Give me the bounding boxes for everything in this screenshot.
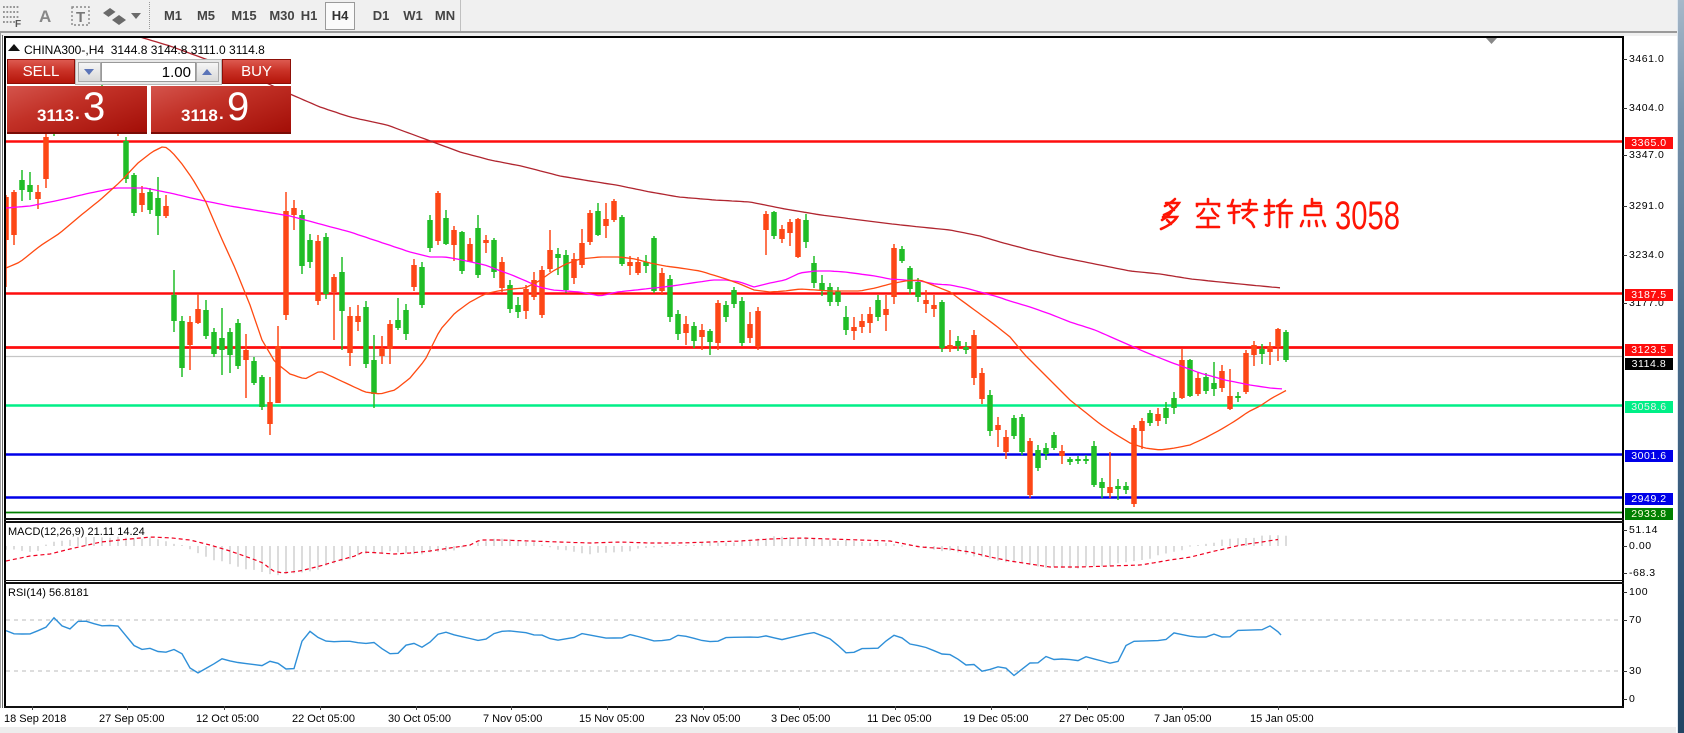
svg-text:3058: 3058 — [1335, 194, 1400, 238]
svg-text:F: F — [15, 19, 21, 30]
svg-text:A: A — [39, 7, 51, 26]
svg-text:T: T — [76, 9, 85, 26]
